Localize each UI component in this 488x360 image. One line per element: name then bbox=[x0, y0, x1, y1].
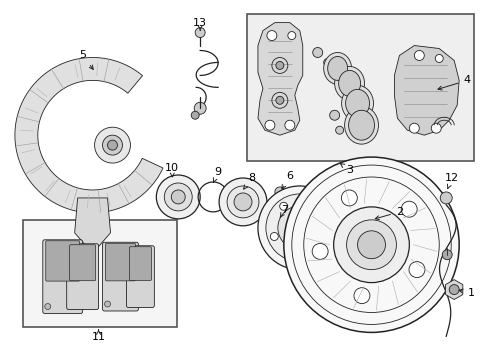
Text: 6: 6 bbox=[282, 171, 293, 189]
Circle shape bbox=[323, 58, 331, 67]
Text: 3: 3 bbox=[340, 164, 352, 175]
Circle shape bbox=[408, 123, 419, 133]
Circle shape bbox=[274, 187, 285, 197]
Polygon shape bbox=[445, 280, 462, 300]
Ellipse shape bbox=[344, 106, 378, 144]
Ellipse shape bbox=[338, 71, 360, 96]
Circle shape bbox=[266, 31, 276, 41]
Circle shape bbox=[274, 213, 285, 223]
Circle shape bbox=[287, 32, 295, 40]
Circle shape bbox=[296, 251, 304, 259]
Circle shape bbox=[265, 194, 333, 262]
FancyBboxPatch shape bbox=[129, 247, 151, 280]
Text: 1: 1 bbox=[458, 288, 474, 298]
Ellipse shape bbox=[323, 53, 351, 84]
Bar bbox=[23, 220, 177, 328]
Circle shape bbox=[439, 192, 451, 204]
Ellipse shape bbox=[327, 57, 347, 80]
Text: 13: 13 bbox=[193, 18, 207, 30]
Circle shape bbox=[194, 102, 206, 114]
Circle shape bbox=[226, 186, 259, 218]
Circle shape bbox=[329, 110, 339, 120]
Circle shape bbox=[441, 250, 451, 260]
FancyBboxPatch shape bbox=[126, 246, 154, 307]
Circle shape bbox=[94, 127, 130, 163]
Text: 8: 8 bbox=[243, 173, 255, 189]
Polygon shape bbox=[75, 198, 110, 248]
Circle shape bbox=[357, 231, 385, 259]
Circle shape bbox=[321, 232, 329, 240]
FancyBboxPatch shape bbox=[66, 244, 99, 310]
Circle shape bbox=[335, 126, 343, 134]
Circle shape bbox=[413, 50, 424, 60]
Circle shape bbox=[285, 120, 294, 130]
Circle shape bbox=[277, 206, 321, 250]
Circle shape bbox=[408, 262, 424, 278]
Circle shape bbox=[311, 243, 327, 259]
Circle shape bbox=[164, 183, 192, 211]
Circle shape bbox=[270, 233, 278, 240]
Text: 11: 11 bbox=[91, 330, 105, 342]
Circle shape bbox=[287, 216, 311, 240]
Circle shape bbox=[171, 190, 185, 204]
Circle shape bbox=[448, 285, 458, 294]
Polygon shape bbox=[394, 45, 458, 135]
Circle shape bbox=[430, 123, 440, 133]
Circle shape bbox=[219, 178, 266, 226]
Circle shape bbox=[333, 207, 408, 283]
Ellipse shape bbox=[341, 85, 373, 121]
Ellipse shape bbox=[348, 110, 374, 140]
Circle shape bbox=[234, 193, 251, 211]
Polygon shape bbox=[15, 58, 163, 213]
Circle shape bbox=[107, 140, 117, 150]
Circle shape bbox=[45, 303, 51, 310]
Text: 5: 5 bbox=[79, 50, 93, 69]
FancyBboxPatch shape bbox=[69, 245, 95, 281]
Text: 12: 12 bbox=[444, 173, 458, 189]
Polygon shape bbox=[258, 23, 302, 135]
Circle shape bbox=[264, 120, 274, 130]
FancyBboxPatch shape bbox=[102, 242, 138, 311]
Text: 7: 7 bbox=[280, 205, 288, 218]
Circle shape bbox=[191, 111, 199, 119]
Text: 10: 10 bbox=[165, 163, 179, 177]
Circle shape bbox=[102, 135, 122, 155]
FancyBboxPatch shape bbox=[46, 241, 80, 281]
Circle shape bbox=[195, 28, 205, 37]
Circle shape bbox=[258, 186, 341, 270]
Circle shape bbox=[341, 190, 357, 206]
Circle shape bbox=[283, 157, 458, 332]
Ellipse shape bbox=[334, 67, 364, 100]
Ellipse shape bbox=[345, 89, 369, 117]
Bar bbox=[246, 14, 473, 161]
Circle shape bbox=[353, 288, 369, 303]
Circle shape bbox=[275, 96, 283, 104]
Circle shape bbox=[311, 202, 319, 210]
FancyBboxPatch shape bbox=[42, 240, 82, 314]
Text: 2: 2 bbox=[374, 207, 402, 220]
Circle shape bbox=[294, 223, 304, 233]
Circle shape bbox=[400, 201, 416, 217]
Circle shape bbox=[275, 62, 283, 69]
Circle shape bbox=[279, 202, 287, 210]
Circle shape bbox=[346, 220, 396, 270]
Circle shape bbox=[312, 48, 322, 58]
Circle shape bbox=[156, 175, 200, 219]
Circle shape bbox=[104, 301, 110, 307]
Circle shape bbox=[434, 54, 442, 62]
Text: 9: 9 bbox=[213, 167, 221, 183]
FancyBboxPatch shape bbox=[105, 243, 135, 281]
Text: 4: 4 bbox=[437, 75, 470, 90]
